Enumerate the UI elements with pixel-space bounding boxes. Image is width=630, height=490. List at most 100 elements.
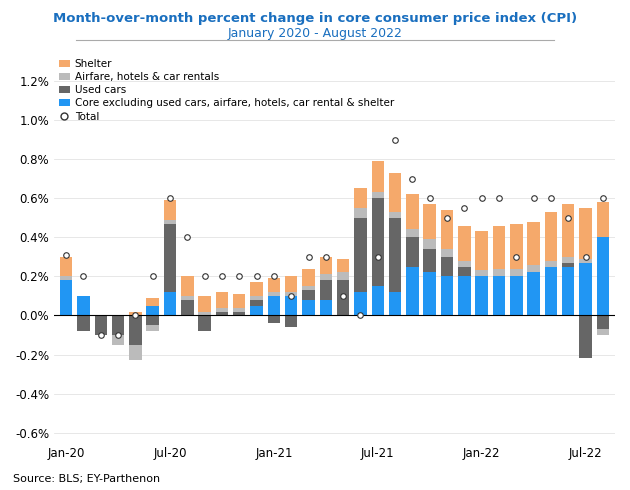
Bar bbox=[476, 276, 488, 316]
Bar bbox=[423, 239, 436, 249]
Bar bbox=[337, 280, 350, 316]
Bar bbox=[510, 276, 522, 316]
Point bbox=[512, 253, 522, 261]
Bar bbox=[372, 198, 384, 286]
Bar bbox=[562, 263, 575, 267]
Bar bbox=[476, 270, 488, 276]
Bar bbox=[372, 161, 384, 193]
Bar bbox=[285, 292, 297, 296]
Bar bbox=[319, 300, 332, 316]
Point bbox=[182, 233, 192, 241]
Bar bbox=[285, 276, 297, 292]
Bar bbox=[164, 223, 176, 292]
Point bbox=[113, 331, 123, 339]
Bar bbox=[250, 296, 263, 300]
Bar bbox=[545, 261, 557, 267]
Bar bbox=[441, 249, 453, 257]
Bar bbox=[354, 189, 367, 208]
Point bbox=[147, 272, 158, 280]
Bar bbox=[233, 312, 246, 316]
Bar bbox=[215, 312, 228, 316]
Bar bbox=[129, 316, 142, 345]
Bar bbox=[580, 263, 592, 316]
Bar bbox=[354, 218, 367, 292]
Bar bbox=[389, 218, 401, 292]
Bar bbox=[597, 329, 609, 335]
Point bbox=[477, 195, 487, 202]
Bar bbox=[60, 280, 72, 316]
Bar bbox=[250, 300, 263, 306]
Bar bbox=[198, 316, 211, 331]
Bar bbox=[441, 210, 453, 249]
Bar bbox=[527, 221, 540, 265]
Bar bbox=[129, 312, 142, 316]
Bar bbox=[233, 294, 246, 308]
Bar bbox=[94, 316, 107, 335]
Bar bbox=[545, 267, 557, 316]
Bar bbox=[181, 276, 193, 296]
Point bbox=[494, 195, 504, 202]
Bar bbox=[60, 257, 72, 276]
Bar bbox=[423, 272, 436, 316]
Bar bbox=[389, 292, 401, 316]
Bar bbox=[319, 257, 332, 274]
Point bbox=[408, 175, 418, 183]
Point bbox=[96, 331, 106, 339]
Bar bbox=[562, 257, 575, 263]
Point bbox=[390, 136, 400, 144]
Point bbox=[269, 272, 279, 280]
Point bbox=[251, 272, 261, 280]
Point bbox=[165, 195, 175, 202]
Bar bbox=[337, 272, 350, 280]
Bar bbox=[164, 200, 176, 220]
Bar bbox=[597, 202, 609, 237]
Point bbox=[200, 272, 210, 280]
Bar bbox=[146, 298, 159, 306]
Bar bbox=[458, 225, 471, 261]
Bar bbox=[302, 286, 315, 290]
Point bbox=[321, 253, 331, 261]
Bar bbox=[319, 274, 332, 280]
Point bbox=[373, 253, 383, 261]
Bar bbox=[458, 261, 471, 267]
Bar bbox=[580, 316, 592, 358]
Point bbox=[529, 195, 539, 202]
Point bbox=[304, 253, 314, 261]
Point bbox=[130, 312, 140, 319]
Point bbox=[546, 195, 556, 202]
Bar bbox=[458, 267, 471, 276]
Text: Month-over-month percent change in core consumer price index (CPI): Month-over-month percent change in core … bbox=[53, 12, 577, 25]
Bar bbox=[60, 276, 72, 280]
Bar bbox=[268, 296, 280, 316]
Bar bbox=[423, 204, 436, 239]
Bar bbox=[493, 225, 505, 269]
Bar bbox=[146, 316, 159, 325]
Bar bbox=[319, 280, 332, 300]
Bar bbox=[354, 208, 367, 218]
Point bbox=[425, 195, 435, 202]
Bar bbox=[562, 204, 575, 257]
Bar bbox=[233, 308, 246, 312]
Bar bbox=[389, 173, 401, 212]
Bar bbox=[268, 316, 280, 323]
Bar bbox=[146, 306, 159, 316]
Bar bbox=[302, 300, 315, 316]
Bar bbox=[389, 212, 401, 218]
Bar bbox=[423, 249, 436, 272]
Bar bbox=[458, 276, 471, 316]
Bar bbox=[302, 269, 315, 286]
Bar bbox=[406, 237, 419, 267]
Bar bbox=[580, 208, 592, 259]
Bar bbox=[493, 269, 505, 276]
Bar bbox=[164, 220, 176, 223]
Bar bbox=[215, 292, 228, 308]
Bar bbox=[250, 306, 263, 316]
Bar bbox=[112, 335, 124, 345]
Point bbox=[598, 195, 608, 202]
Bar bbox=[406, 229, 419, 237]
Point bbox=[78, 272, 88, 280]
Bar bbox=[441, 257, 453, 276]
Point bbox=[286, 292, 296, 300]
Bar bbox=[493, 276, 505, 316]
Bar bbox=[129, 345, 142, 360]
